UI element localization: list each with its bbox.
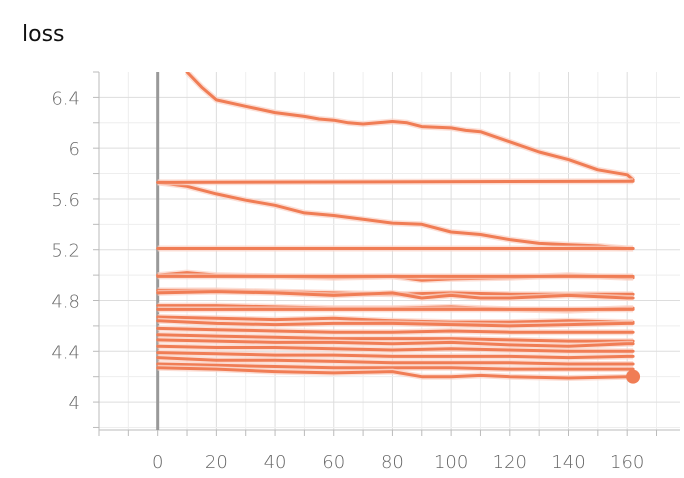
x-tick-label: 140 (551, 452, 585, 473)
last-point-marker-group (626, 369, 641, 384)
x-tick-label: 40 (264, 452, 287, 473)
series-13-line (156, 326, 635, 334)
x-tick-label: 0 (152, 452, 163, 473)
series-3-line (156, 179, 635, 184)
series-15-line (156, 338, 635, 348)
series-14-line (156, 333, 635, 343)
series-12-line (156, 319, 635, 328)
series-2-line (156, 180, 635, 250)
x-tick-label: 160 (610, 452, 644, 473)
series-20-line (156, 366, 635, 380)
y-tick-label: 5.2 (51, 241, 80, 262)
series-16-line (156, 344, 635, 353)
y-tick-label: 4.4 (51, 342, 80, 363)
series-1-halo (184, 72, 636, 183)
series-8-line (156, 290, 635, 300)
y-tick-label: 6 (69, 139, 80, 160)
y-tick-label: 5.6 (51, 190, 80, 211)
chart-title: loss (22, 22, 65, 47)
last-point-marker (626, 369, 641, 384)
x-tick-label: 100 (434, 452, 468, 473)
series-group (156, 72, 636, 381)
axes (93, 71, 680, 436)
x-tick-label: 120 (493, 452, 527, 473)
series-1-line (185, 72, 635, 182)
y-tick-label: 4 (69, 393, 80, 414)
series-19-line (156, 362, 635, 371)
y-tick-label: 4.8 (51, 292, 80, 313)
x-tick-labels: 0 20 40 60 80 100 120 140 160 (152, 452, 644, 473)
y-tick-labels: 4 4.4 4.8 5.2 5.6 6 6.4 (51, 88, 80, 414)
y-tick-label: 6.4 (51, 88, 80, 109)
series-18-line (156, 356, 635, 366)
x-tick-label: 20 (205, 452, 228, 473)
x-tick-label: 60 (322, 452, 345, 473)
series-2-halo (157, 179, 634, 252)
x-tick-label: 80 (381, 452, 404, 473)
series-17-line (156, 351, 635, 360)
